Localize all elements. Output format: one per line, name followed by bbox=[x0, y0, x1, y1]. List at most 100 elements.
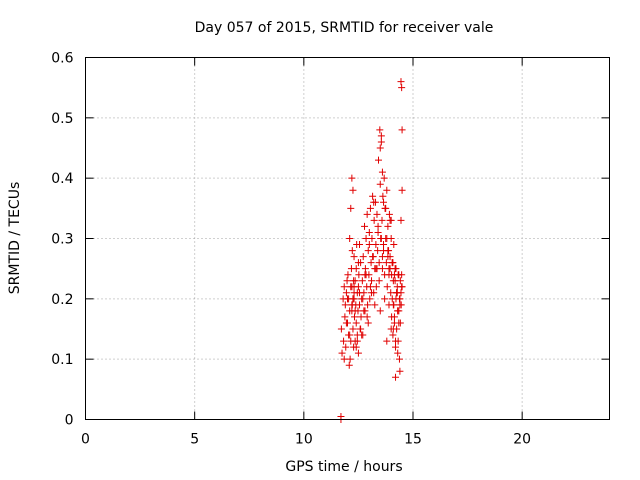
data-point bbox=[395, 295, 403, 303]
data-point bbox=[376, 126, 384, 134]
data-point bbox=[350, 289, 358, 297]
data-point bbox=[386, 253, 394, 261]
data-point bbox=[388, 295, 396, 303]
data-point bbox=[348, 174, 356, 182]
data-point bbox=[337, 412, 345, 420]
data-point bbox=[369, 192, 377, 200]
data-point bbox=[378, 168, 386, 176]
data-point bbox=[381, 295, 389, 303]
data-point bbox=[362, 271, 370, 279]
data-point bbox=[376, 180, 384, 188]
y-tick-label: 0.1 bbox=[51, 352, 73, 368]
y-tick-label: 0.3 bbox=[51, 232, 73, 248]
data-point bbox=[343, 277, 351, 285]
data-point bbox=[338, 349, 346, 357]
data-point bbox=[377, 132, 385, 140]
data-point bbox=[398, 186, 406, 194]
data-point bbox=[392, 337, 400, 345]
data-point bbox=[340, 355, 348, 363]
data-point bbox=[383, 337, 391, 345]
data-point bbox=[341, 313, 349, 321]
data-point bbox=[394, 307, 402, 315]
data-point bbox=[367, 259, 375, 267]
data-point bbox=[347, 337, 355, 345]
data-point bbox=[353, 337, 361, 345]
data-point bbox=[364, 319, 372, 327]
data-point bbox=[345, 361, 353, 369]
data-point bbox=[390, 313, 398, 321]
data-point bbox=[352, 343, 360, 351]
data-point bbox=[389, 325, 397, 333]
data-point bbox=[358, 331, 366, 339]
data-point bbox=[350, 277, 358, 285]
data-point bbox=[349, 186, 357, 194]
data-point bbox=[397, 216, 405, 224]
data-point bbox=[357, 313, 365, 321]
data-point bbox=[382, 259, 390, 267]
data-point bbox=[359, 253, 367, 261]
data-point bbox=[388, 271, 396, 279]
data-point bbox=[358, 277, 366, 285]
data-point bbox=[382, 204, 390, 212]
data-point bbox=[392, 373, 400, 381]
axes: 0 0.1 0.2 0.3 0.4 0.5 0.6 0 5 10 15 20 bbox=[51, 51, 610, 448]
data-point bbox=[355, 271, 363, 279]
data-point bbox=[377, 138, 385, 146]
data-point bbox=[342, 343, 350, 351]
data-point bbox=[362, 235, 370, 242]
data-point bbox=[357, 325, 365, 333]
data-point bbox=[346, 355, 354, 363]
data-point bbox=[348, 247, 356, 255]
data-point bbox=[392, 343, 400, 351]
data-point bbox=[361, 265, 369, 273]
x-tick-label: 5 bbox=[190, 432, 199, 448]
x-tick-label: 0 bbox=[81, 432, 90, 448]
data-point bbox=[372, 241, 380, 249]
data-point bbox=[368, 235, 376, 242]
data-point bbox=[384, 222, 392, 230]
data-point bbox=[387, 216, 395, 224]
data-point bbox=[384, 247, 392, 255]
grid-lines bbox=[85, 57, 610, 420]
data-point bbox=[376, 144, 384, 152]
data-point bbox=[348, 283, 356, 291]
data-point bbox=[373, 265, 381, 273]
data-point bbox=[354, 259, 362, 267]
data-point bbox=[393, 289, 401, 297]
data-point bbox=[378, 216, 386, 224]
data-point bbox=[346, 235, 354, 242]
data-point bbox=[385, 210, 393, 218]
data-point bbox=[354, 349, 362, 357]
data-point bbox=[365, 228, 373, 236]
data-point bbox=[368, 277, 376, 285]
data-point bbox=[342, 319, 350, 327]
data-point bbox=[371, 301, 379, 309]
data-point bbox=[363, 210, 371, 218]
chart-title: Day 057 of 2015, SRMTID for receiver val… bbox=[195, 20, 494, 36]
data-point bbox=[341, 301, 349, 309]
data-point bbox=[383, 186, 391, 194]
data-point bbox=[349, 325, 357, 333]
data-point bbox=[349, 295, 357, 303]
data-point bbox=[369, 253, 377, 261]
data-point bbox=[361, 222, 369, 230]
data-point bbox=[364, 301, 372, 309]
data-point bbox=[365, 241, 373, 249]
data-point bbox=[351, 307, 359, 315]
data-point bbox=[342, 289, 350, 297]
plot-frame bbox=[85, 57, 610, 420]
data-point bbox=[398, 283, 406, 291]
data-points bbox=[337, 78, 406, 423]
data-point bbox=[346, 331, 354, 339]
data-point bbox=[396, 367, 404, 375]
data-point bbox=[372, 283, 380, 291]
y-tick-label: 0.2 bbox=[51, 292, 73, 308]
data-point bbox=[394, 349, 402, 357]
data-point bbox=[375, 259, 383, 267]
data-point bbox=[383, 235, 391, 242]
data-point bbox=[390, 241, 398, 249]
data-point bbox=[352, 319, 360, 327]
data-point bbox=[356, 241, 364, 249]
data-point bbox=[340, 283, 348, 291]
data-point bbox=[389, 331, 397, 339]
